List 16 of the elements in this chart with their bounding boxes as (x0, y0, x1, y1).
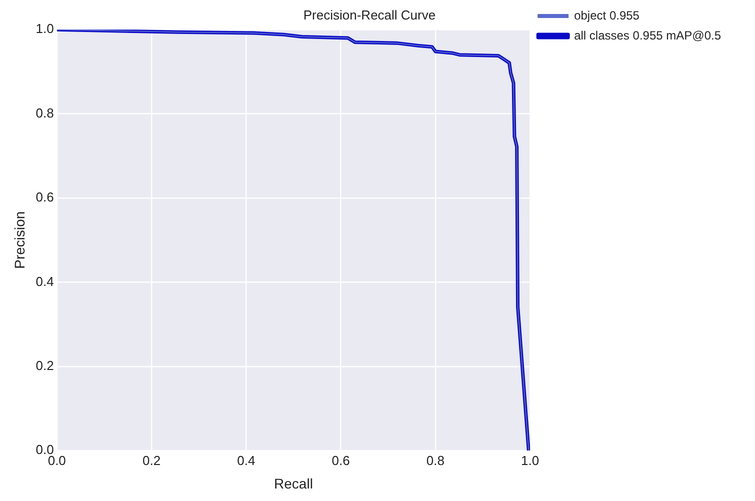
legend-label: object 0.955 (574, 8, 640, 22)
x-tick-label: 1.0 (521, 452, 540, 468)
y-tick-label: 0.6 (36, 190, 54, 205)
y-tick-label: 0.4 (36, 274, 54, 289)
legend-label: all classes 0.955 mAP@0.5 (574, 28, 722, 42)
chart-title: Precision-Recall Curve (303, 7, 436, 22)
x-tick-label: 0.4 (237, 452, 256, 468)
x-tick-label: 0.6 (332, 452, 350, 468)
x-tick-label: 0.8 (426, 452, 444, 468)
y-tick-label: 0.0 (36, 442, 54, 458)
x-axis-title: Recall (274, 475, 313, 492)
y-tick-label: 1.0 (36, 21, 54, 36)
x-tick-label: 0.2 (142, 452, 161, 468)
y-tick-label: 0.2 (36, 358, 54, 373)
y-tick-label: 0.8 (36, 105, 54, 120)
y-axis-title: Precision (11, 211, 28, 269)
